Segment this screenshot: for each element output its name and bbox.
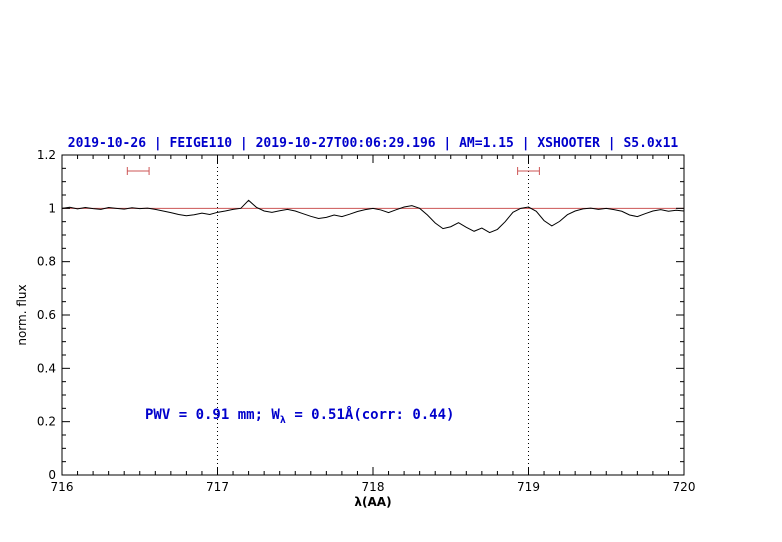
y-tick-label: 1 — [48, 201, 56, 215]
y-tick-label: 1.2 — [37, 148, 56, 162]
x-tick-label: 716 — [51, 480, 74, 494]
annotation-post: = 0.51Å(corr: 0.44) — [285, 407, 455, 423]
y-tick-label: 0 — [48, 468, 56, 482]
y-tick-label: 0.6 — [37, 308, 56, 322]
annotation-pre: PWV = 0.91 mm; W — [145, 407, 280, 423]
y-tick-label: 0.8 — [37, 255, 56, 269]
spectrum-line — [61, 199, 685, 234]
plot-box — [61, 154, 685, 476]
x-tick-label: 720 — [673, 480, 696, 494]
x-tick-label: 718 — [362, 480, 385, 494]
y-tick-label: 0.2 — [37, 415, 56, 429]
x-tick-label: 719 — [517, 480, 540, 494]
y-tick-label: 0.4 — [37, 361, 56, 375]
x-axis-label: λ(AA) — [354, 495, 392, 509]
annotation-lambda-subscript: λ — [279, 414, 286, 426]
x-tick-label: 717 — [206, 480, 229, 494]
plot-title: 2019-10-26 | FEIGE110 | 2019-10-27T00:06… — [67, 136, 679, 151]
pwv-annotation: PWV = 0.91 mm; Wλ = 0.51Å(corr: 0.44) — [145, 407, 454, 426]
